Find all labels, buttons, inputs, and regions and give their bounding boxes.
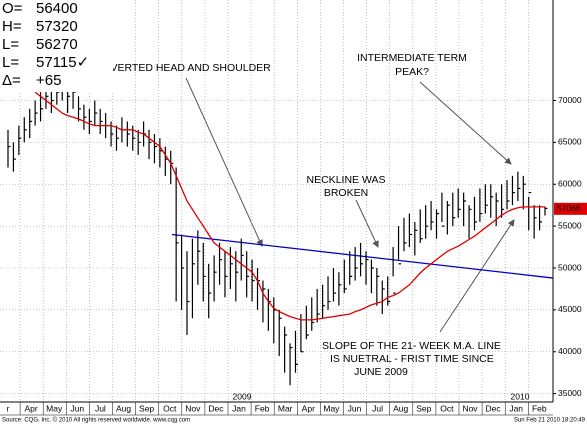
x-tick-label: Jul	[372, 403, 383, 413]
last-price-label: 57066	[557, 203, 581, 213]
quote-label: L=	[2, 36, 19, 53]
x-tick-label: Aug	[116, 403, 131, 413]
arrow	[439, 219, 515, 333]
source: Source: CQG, Inc. © 2010 All rights rese…	[2, 417, 190, 424]
x-tick-label: Apr	[24, 403, 37, 413]
x-tick-label: Sep	[139, 403, 154, 413]
trendline	[171, 233, 554, 279]
year-label: 2010	[511, 391, 530, 401]
last-price-box	[554, 202, 587, 215]
year-label: 2009	[233, 391, 252, 401]
x-tick-label: Nov	[462, 403, 478, 413]
quote-value: +65	[36, 72, 61, 89]
x-tick-label: Oct	[163, 403, 177, 413]
annotation: SLOPE OF THE 21- WEEK M.A. LINE	[322, 340, 501, 352]
annotation: NECKLINE WAS	[307, 174, 386, 186]
quote-value: 56270	[36, 36, 78, 53]
quote-label: Δ=	[2, 72, 21, 89]
quote-label: H=	[2, 18, 22, 35]
quote-value: 57115✓	[36, 54, 89, 71]
annotation: IS NUETRAL - FRIST TIME SINCE	[330, 353, 494, 365]
y-tick-label: 55000	[558, 220, 582, 230]
annotation: JUNE 2009	[354, 366, 408, 378]
annotation: INVERTED HEAD AND SHOULDER	[100, 62, 271, 74]
x-tick-label: Mar	[278, 403, 293, 413]
annotation: PEAK?	[395, 66, 429, 78]
x-tick-label: Dec	[208, 403, 224, 413]
x-tick-label: Jan	[509, 403, 523, 413]
timestamp: Sun Feb 21 2010 18:20:49	[514, 418, 586, 424]
quote-label: L=	[2, 54, 19, 71]
y-tick-label: 70000	[558, 95, 582, 105]
x-tick-label: Jun	[70, 403, 84, 413]
x-tick-label: Aug	[393, 403, 408, 413]
arrow	[185, 77, 263, 247]
annotation: INTERMEDIATE TERM	[357, 52, 467, 64]
x-tick-label: Jun	[348, 403, 362, 413]
arrow	[355, 199, 379, 248]
y-tick-label: 65000	[558, 137, 582, 147]
x-tick-label: Jul	[95, 403, 106, 413]
x-tick-label: Oct	[440, 403, 454, 413]
x-tick-label: Apr	[302, 403, 315, 413]
moving-average-line	[34, 91, 545, 321]
x-tick-label: r	[7, 403, 10, 413]
y-tick-label: 40000	[558, 346, 582, 356]
x-tick-label: Dec	[486, 403, 502, 413]
quote-value: 56400	[36, 0, 78, 17]
y-tick-label: 60000	[558, 179, 582, 189]
x-tick-label: Jan	[232, 403, 246, 413]
y-tick-label: 35000	[558, 388, 582, 398]
x-tick-label: May	[46, 403, 63, 413]
arrows	[185, 77, 515, 333]
x-tick-label: Sep	[416, 403, 431, 413]
quote-value: 57320	[36, 18, 78, 35]
quote-label: O=	[2, 0, 23, 17]
quote-box	[0, 0, 113, 92]
y-tick-label: 45000	[558, 304, 582, 314]
y-tick-label: 50000	[558, 262, 582, 272]
annotation: BROKEN	[324, 187, 368, 199]
x-tick-label: Feb	[532, 403, 547, 413]
x-tick-label: May	[323, 403, 340, 413]
arrow	[419, 81, 512, 165]
x-tick-label: Feb	[255, 403, 270, 413]
x-tick-label: Nov	[185, 403, 201, 413]
